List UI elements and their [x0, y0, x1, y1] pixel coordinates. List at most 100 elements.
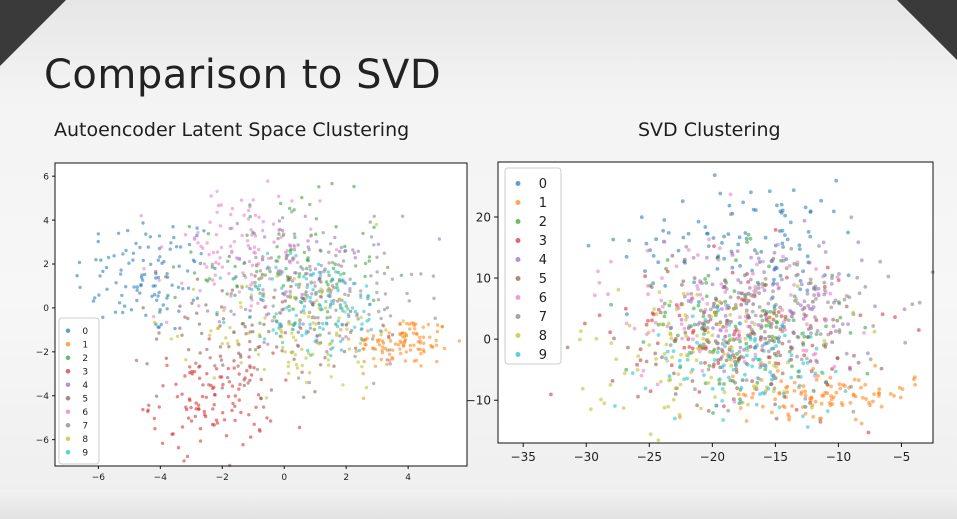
data-point-series-9 [753, 356, 758, 360]
data-point-series-5 [818, 420, 823, 424]
data-point-series-5 [763, 336, 768, 341]
data-point-series-6 [208, 220, 212, 224]
data-point-series-5 [236, 364, 240, 368]
data-point-series-6 [781, 320, 786, 325]
data-point-series-5 [313, 390, 317, 394]
data-point-series-1 [773, 397, 777, 402]
data-point-series-0 [131, 251, 136, 255]
legend-label: 8 [539, 329, 547, 344]
data-point-series-9 [360, 338, 364, 342]
data-point-series-5 [260, 272, 264, 277]
data-point-series-3 [233, 394, 237, 398]
data-point-series-8 [713, 395, 717, 399]
data-point-series-1 [877, 387, 882, 391]
data-point-series-7 [851, 409, 856, 414]
data-point-series-9 [758, 365, 762, 370]
data-point-series-5 [802, 306, 807, 310]
data-point-series-6 [780, 308, 785, 312]
data-point-series-8 [678, 382, 683, 387]
data-point-series-1 [393, 342, 398, 346]
data-point-series-6 [242, 213, 246, 217]
data-point-series-4 [229, 292, 233, 296]
data-point-series-5 [716, 358, 720, 362]
data-point-series-5 [670, 253, 675, 258]
data-point-series-3 [687, 345, 692, 349]
data-point-series-6 [659, 298, 664, 303]
data-point-series-1 [390, 356, 394, 360]
data-point-series-0 [808, 234, 813, 239]
data-point-series-9 [266, 265, 270, 269]
legend-marker [65, 449, 71, 455]
data-point-series-5 [258, 344, 262, 349]
data-point-series-5 [248, 347, 252, 352]
data-point-series-1 [777, 391, 782, 396]
data-point-series-9 [777, 335, 782, 340]
data-point-series-8 [752, 322, 757, 326]
data-point-series-9 [643, 386, 648, 391]
data-point-series-6 [267, 256, 271, 261]
data-point-series-8 [609, 341, 614, 346]
data-point-series-2 [791, 318, 796, 323]
data-point-series-2 [735, 352, 739, 356]
data-point-series-0 [155, 298, 159, 302]
data-point-series-1 [751, 391, 756, 396]
legend-box [58, 317, 100, 465]
data-point-series-0 [94, 258, 98, 262]
data-point-series-0 [720, 241, 724, 245]
data-point-series-8 [320, 291, 324, 295]
data-point-series-6 [761, 259, 765, 264]
data-point-series-4 [799, 282, 804, 287]
data-point-series-5 [259, 396, 263, 400]
data-point-series-9 [813, 371, 818, 376]
data-point-series-0 [805, 254, 810, 259]
data-point-series-9 [690, 314, 695, 319]
data-point-series-7 [796, 272, 800, 277]
data-point-series-3 [147, 403, 151, 407]
data-point-series-6 [597, 280, 602, 285]
data-point-series-1 [400, 331, 404, 335]
data-point-series-7 [668, 343, 673, 347]
data-point-series-3 [656, 307, 661, 312]
data-point-series-8 [662, 405, 667, 410]
data-point-series-5 [732, 355, 737, 360]
data-point-series-5 [240, 322, 244, 326]
data-point-series-4 [756, 256, 761, 261]
data-point-series-1 [419, 352, 423, 356]
data-point-series-2 [363, 274, 367, 279]
data-point-series-0 [741, 200, 745, 205]
legend-marker [65, 409, 71, 415]
data-point-series-1 [440, 325, 444, 329]
y-tick-label: 2 [43, 260, 49, 270]
data-point-series-7 [242, 261, 246, 266]
data-point-series-6 [695, 284, 700, 288]
data-point-series-4 [318, 248, 322, 252]
data-point-series-6 [728, 192, 733, 197]
data-point-series-5 [246, 381, 250, 385]
data-point-series-5 [194, 361, 198, 365]
data-point-series-8 [337, 316, 341, 320]
data-point-series-4 [735, 249, 740, 254]
data-point-series-6 [214, 233, 219, 237]
data-point-series-9 [351, 281, 356, 286]
data-point-series-9 [721, 338, 726, 342]
data-point-series-9 [331, 301, 335, 306]
data-point-series-9 [797, 369, 802, 373]
data-point-series-9 [768, 370, 773, 374]
data-point-series-7 [778, 305, 783, 310]
data-point-series-6 [205, 241, 209, 245]
data-point-series-9 [730, 349, 734, 353]
data-point-series-3 [669, 363, 674, 368]
data-point-series-1 [864, 397, 868, 401]
data-point-series-2 [263, 273, 267, 277]
data-point-series-9 [330, 277, 335, 281]
data-point-series-2 [755, 380, 760, 385]
data-point-series-2 [306, 256, 310, 260]
data-point-series-4 [725, 306, 729, 311]
data-point-series-9 [308, 295, 312, 300]
data-point-series-1 [828, 375, 833, 380]
data-point-series-3 [189, 405, 193, 410]
data-point-series-8 [698, 346, 702, 351]
data-point-series-4 [288, 289, 292, 294]
